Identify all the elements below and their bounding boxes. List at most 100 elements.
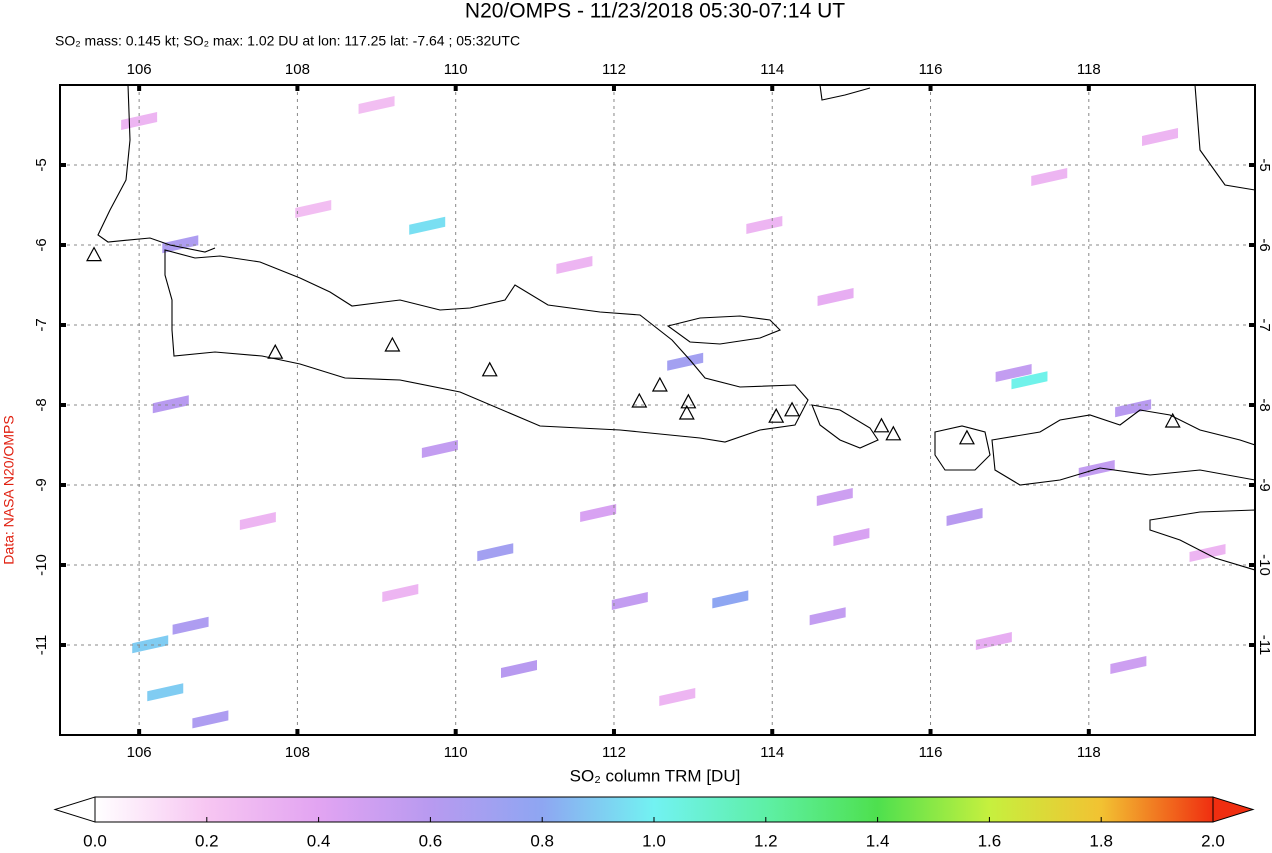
x-tick-label: 110: [444, 61, 468, 78]
so2-pixel: [667, 352, 704, 371]
so2-pixel: [477, 543, 514, 562]
y-tick-label: -10: [1256, 554, 1272, 576]
coastline-lombok: [934, 425, 991, 471]
colorbar-tick-label: 0.6: [419, 831, 443, 850]
volcano-marker: [958, 429, 975, 445]
colorbar: 0.0 0.2 0.4 0.6 0.8 1.0 1.2 1.4 1.6 1.8 2.0: [53, 796, 1255, 850]
colorbar-tick-label: 0.4: [307, 831, 331, 850]
x-tick-label: 118: [1077, 61, 1101, 78]
volcano-marker: [384, 336, 401, 352]
coastline-sumbawa: [991, 409, 1255, 486]
y-tick-label: -5: [33, 158, 50, 171]
colorbar-tick-label: 1.6: [978, 831, 1002, 850]
so2-pixel: [817, 288, 854, 306]
so2-pixel: [1110, 656, 1147, 674]
so2-pixel: [295, 200, 332, 218]
volcanoes: [86, 246, 1181, 445]
colorbar-under-arrow: [53, 796, 96, 823]
colorbar-over-arrow: [1212, 796, 1255, 823]
volcano-marker: [784, 401, 801, 417]
y-tick-label: -11: [33, 635, 50, 656]
coastline-sumatra: [97, 85, 216, 253]
so2-pixel: [816, 488, 853, 506]
x-tick-label: 106: [127, 744, 152, 761]
volcano-marker: [651, 376, 668, 392]
title: N20/OMPS - 11/23/2018 05:30-07:14 UT: [465, 0, 845, 23]
x-tick-label: 116: [919, 744, 943, 761]
volcano-marker: [680, 393, 697, 409]
colorbar-tick-label: 1.4: [866, 831, 890, 850]
x-tick-label: 114: [760, 744, 784, 761]
so2-pixel: [556, 256, 593, 274]
so2-pixel: [192, 710, 229, 729]
y-tick-label: -5: [1256, 158, 1272, 171]
so2-pixel: [358, 96, 395, 114]
so2-pixel: [147, 683, 184, 702]
so2-pixel: [946, 508, 983, 526]
so2-pixel: [172, 616, 209, 635]
coastline-borneo: [819, 85, 1255, 191]
so2-pixel: [611, 592, 648, 610]
colorbar-tick-label: 1.8: [1089, 831, 1113, 850]
colorbar-tick-label: 1.0: [642, 831, 666, 850]
colorbar-tick-label: 0.0: [83, 831, 107, 850]
so2-pixel: [501, 660, 538, 678]
x-tick-label: 114: [760, 61, 784, 78]
so2-pixel: [580, 504, 617, 522]
y-tick-label: -8: [33, 398, 50, 411]
so2-pixel: [1189, 544, 1226, 562]
volcano-marker: [631, 392, 648, 408]
so2-pixel: [409, 216, 446, 235]
colorbar-label: SO₂ column TRM [DU]: [570, 766, 741, 785]
map-frame: [59, 84, 1256, 736]
y-tick-label: -7: [33, 318, 50, 331]
x-tick-label: 108: [285, 61, 310, 78]
volcano-marker: [768, 407, 785, 423]
volcano-marker: [873, 417, 890, 433]
so2-pixel: [1031, 168, 1068, 186]
x-tick-label: 116: [919, 61, 943, 78]
y-tick-label: -10: [33, 554, 50, 576]
so2-pixel: [746, 216, 783, 234]
volcano-marker: [885, 425, 902, 441]
grid: [60, 85, 1255, 735]
y-tick-label: -6: [33, 238, 50, 251]
so2-pixel: [809, 607, 846, 626]
coastline-java: [164, 249, 809, 443]
coastline-sumba: [1149, 509, 1255, 571]
so2-pixel: [132, 635, 169, 654]
x-tick-label: 112: [602, 744, 626, 761]
y-tick-label: -9: [1256, 478, 1272, 491]
x-tick-label: 106: [127, 61, 152, 78]
so2-pixel: [152, 395, 189, 414]
volcano-marker: [678, 404, 695, 420]
volcano-marker: [267, 343, 284, 359]
so2-pixel: [382, 584, 419, 602]
so2-pixel: [1115, 399, 1152, 418]
so2-pixel: [421, 440, 458, 458]
so2-pixel: [239, 512, 276, 530]
volcano-marker: [481, 361, 498, 377]
x-tick-label: 112: [602, 61, 626, 78]
y-tick-label: -11: [1256, 635, 1272, 656]
so2-pixel: [833, 528, 870, 546]
x-tick-label: 118: [1077, 744, 1101, 761]
so2-pixel: [1142, 128, 1179, 146]
so2-pixel: [975, 632, 1012, 650]
so2-pixel: [712, 590, 749, 609]
coastline-bali: [811, 404, 879, 449]
data-source: Data: NASA N20/OMPS: [1, 415, 17, 564]
so2-pixels: [121, 96, 1226, 729]
colorbar-tick-label: 0.8: [530, 831, 554, 850]
so2-pixel: [1011, 371, 1048, 390]
so2-pixel: [162, 235, 199, 254]
coastlines: [97, 85, 1255, 571]
colorbar-tick-label: 0.2: [195, 831, 219, 850]
axes: 106 106 108 108 110 110 112 112 114 114 116 116 118 1…: [33, 61, 1272, 761]
colorbar-tick-label: 2.0: [1201, 831, 1225, 850]
subtitle: SO₂ mass: 0.145 kt; SO₂ max: 1.02 DU at …: [55, 33, 520, 49]
coastline-madura: [666, 315, 781, 345]
so2-pixel: [659, 688, 696, 706]
x-tick-label: 110: [444, 744, 468, 761]
